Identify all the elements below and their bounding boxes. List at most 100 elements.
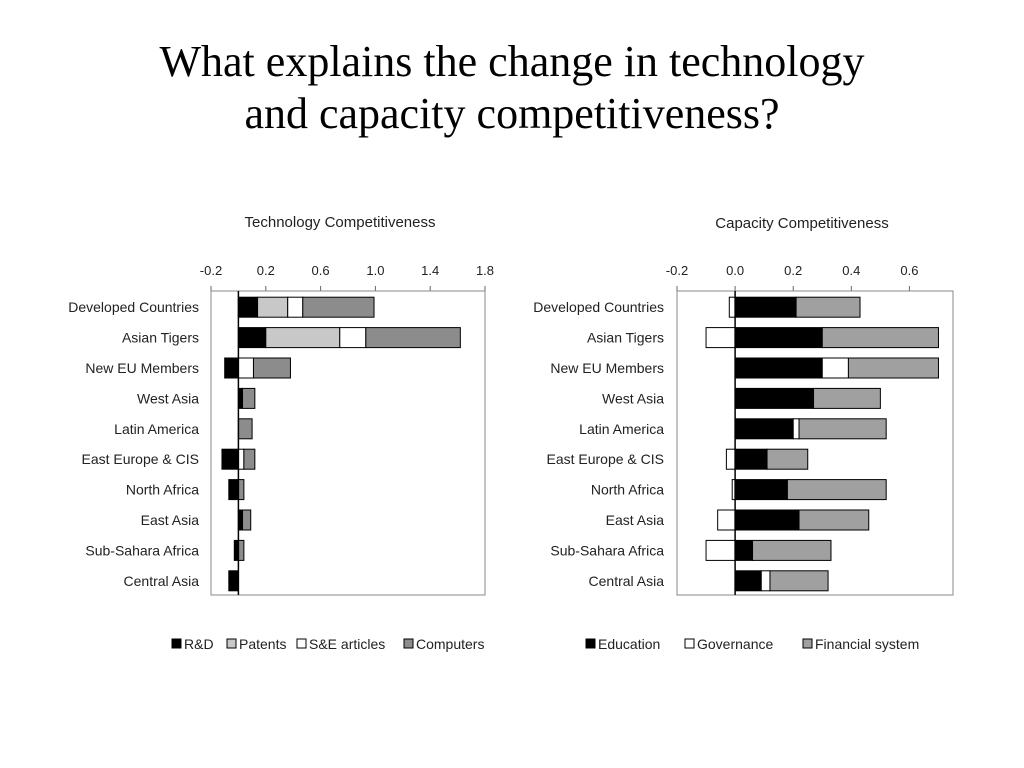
chart-1-bar-randd-east-europe-and-cis xyxy=(221,448,239,470)
chart-1-bar-computers-east-europe-and-cis xyxy=(243,448,256,470)
chart-2-bar-financial-system-east-europe-and-cis xyxy=(766,448,809,470)
chart-2-legend-label-education: Education xyxy=(598,636,660,652)
chart-1-bar-computers-west-asia xyxy=(242,387,256,409)
chart-2-tick-label: 0.0 xyxy=(726,263,744,278)
chart-2-tick-label: -0.2 xyxy=(666,263,688,278)
chart-2-bar-financial-system-sub-sahara-africa xyxy=(752,539,832,561)
chart-2-bar-governance-sub-sahara-africa xyxy=(705,539,736,561)
chart-2-category-label-central-asia: Central Asia xyxy=(589,573,665,589)
slide-title-line-2: and capacity competitiveness? xyxy=(244,89,780,138)
chart-2-category-label-north-africa: North Africa xyxy=(591,482,664,498)
chart-2-bar-governance-asian-tigers xyxy=(705,327,736,349)
chart-1-bar-computers-new-eu-members xyxy=(252,357,291,379)
chart-2-bar-governance-latin-america xyxy=(792,418,800,440)
chart-1-bar-randd-developed-countries xyxy=(237,296,259,318)
chart-2-bar-education-new-eu-members xyxy=(734,357,823,379)
chart-2-plot-frame xyxy=(676,290,954,596)
chart-2-bar-governance-central-asia xyxy=(760,570,771,592)
slide-title: What explains the change in technology a… xyxy=(0,36,1024,140)
chart-1-legend-label-sande-articles: S&E articles xyxy=(309,636,385,652)
chart-1-bar-computers-asian-tigers xyxy=(365,327,461,349)
chart-2-tick-label: 0.4 xyxy=(842,263,860,278)
chart-2-bar-financial-system-west-asia xyxy=(813,387,881,409)
chart-2-legend-swatch-financial-system xyxy=(802,638,813,649)
chart-2-title: Capacity Competitiveness xyxy=(715,215,888,232)
chart-1-bar-randd-north-africa xyxy=(228,479,239,501)
chart-2-bar-education-east-europe-and-cis xyxy=(734,448,768,470)
chart-1-tick-label: 1.8 xyxy=(476,263,494,278)
chart-2-bar-governance-east-europe-and-cis xyxy=(725,448,736,470)
chart-1-legend-swatch-computers xyxy=(403,638,414,649)
chart-1-bar-patents-asian-tigers xyxy=(265,327,341,349)
chart-1-plot-frame xyxy=(210,290,486,596)
chart-1-category-label-east-asia: East Asia xyxy=(141,512,200,528)
chart-1-bar-computers-north-africa xyxy=(237,479,245,501)
chart-1-category-label-east-europe-and-cis: East Europe & CIS xyxy=(81,451,199,467)
chart-2-category-label-sub-sahara-africa: Sub-Sahara Africa xyxy=(550,542,664,558)
chart-2-bar-governance-new-eu-members xyxy=(821,357,849,379)
chart-2-tick-label: 0.6 xyxy=(900,263,918,278)
chart-2-legend-swatch-governance xyxy=(684,638,695,649)
chart-1-bar-computers-east-asia xyxy=(242,509,252,531)
chart-1-bar-sande-articles-new-eu-members xyxy=(237,357,254,379)
chart-1-category-label-sub-sahara-africa: Sub-Sahara Africa xyxy=(85,542,199,558)
chart-2-legend-swatch-education xyxy=(585,638,596,649)
chart-2-category-label-east-europe-and-cis: East Europe & CIS xyxy=(546,451,664,467)
chart-1-tick-label: 1.0 xyxy=(366,263,384,278)
chart-1-legend-label-randd: R&D xyxy=(184,636,214,652)
chart-1-category-label-north-africa: North Africa xyxy=(126,482,199,498)
chart-2-bar-financial-system-north-africa xyxy=(786,479,887,501)
chart-1-legend-label-computers: Computers xyxy=(416,636,484,652)
chart-2-bar-education-west-asia xyxy=(734,387,815,409)
chart-2-bar-education-north-africa xyxy=(734,479,788,501)
chart-2-bar-financial-system-new-eu-members xyxy=(847,357,939,379)
chart-1-bar-computers-sub-sahara-africa xyxy=(237,539,245,561)
chart-1-bar-sande-articles-developed-countries xyxy=(287,296,304,318)
chart-1-bar-patents-developed-countries xyxy=(257,296,289,318)
chart-2-category-label-asian-tigers: Asian Tigers xyxy=(587,330,664,346)
chart-1-tick-label: 0.6 xyxy=(312,263,330,278)
chart-1-bar-sande-articles-east-europe-and-cis xyxy=(237,448,245,470)
chart-1-legend-swatch-sande-articles xyxy=(296,638,307,649)
chart-1-category-label-developed-countries: Developed Countries xyxy=(68,299,199,315)
chart-1-bar-randd-asian-tigers xyxy=(237,327,267,349)
chart-1-bar-randd-central-asia xyxy=(228,570,239,592)
chart-2-legend-label-financial-system: Financial system xyxy=(815,636,919,652)
chart-2-category-label-east-asia: East Asia xyxy=(606,512,665,528)
chart-1-legend-swatch-randd xyxy=(171,638,182,649)
chart-1-category-label-central-asia: Central Asia xyxy=(124,573,200,589)
chart-2-bar-governance-developed-countries xyxy=(728,296,736,318)
chart-2-bar-education-asian-tigers xyxy=(734,327,823,349)
chart-2-bar-financial-system-central-asia xyxy=(769,570,829,592)
chart-1-bar-sande-articles-asian-tigers xyxy=(339,327,367,349)
chart-2-bar-financial-system-asian-tigers xyxy=(821,327,939,349)
chart-2-bar-education-east-asia xyxy=(734,509,800,531)
chart-2-bar-education-latin-america xyxy=(734,418,794,440)
chart-2-bar-financial-system-latin-america xyxy=(798,418,887,440)
chart-2-category-label-developed-countries: Developed Countries xyxy=(533,299,664,315)
chart-2-category-label-west-asia: West Asia xyxy=(602,390,664,406)
chart-2-bar-financial-system-east-asia xyxy=(798,509,870,531)
chart-1-bar-computers-latin-america xyxy=(237,418,253,440)
chart-2-bar-financial-system-developed-countries xyxy=(795,296,861,318)
chart-1-bar-randd-new-eu-members xyxy=(224,357,239,379)
chart-1-legend-label-patents: Patents xyxy=(239,636,286,652)
chart-2-category-label-new-eu-members: New EU Members xyxy=(550,360,664,376)
chart-1-category-label-west-asia: West Asia xyxy=(137,390,199,406)
chart-2-bar-education-central-asia xyxy=(734,570,762,592)
chart-2-bar-education-sub-sahara-africa xyxy=(734,539,754,561)
chart-1-category-label-asian-tigers: Asian Tigers xyxy=(122,330,199,346)
chart-2-legend-label-governance: Governance xyxy=(697,636,773,652)
chart-2-tick-label: 0.2 xyxy=(784,263,802,278)
chart-1-tick-label: -0.2 xyxy=(200,263,222,278)
chart-1-title: Technology Competitiveness xyxy=(245,214,436,231)
chart-1-bar-computers-developed-countries xyxy=(302,296,375,318)
chart-1-tick-label: 1.4 xyxy=(421,263,439,278)
chart-2-bar-education-developed-countries xyxy=(734,296,797,318)
chart-1-tick-label: 0.2 xyxy=(257,263,275,278)
chart-1-category-label-latin-america: Latin America xyxy=(114,421,199,437)
chart-1-category-label-new-eu-members: New EU Members xyxy=(85,360,199,376)
chart-2-bar-governance-east-asia xyxy=(717,509,736,531)
chart-2-category-label-latin-america: Latin America xyxy=(579,421,664,437)
